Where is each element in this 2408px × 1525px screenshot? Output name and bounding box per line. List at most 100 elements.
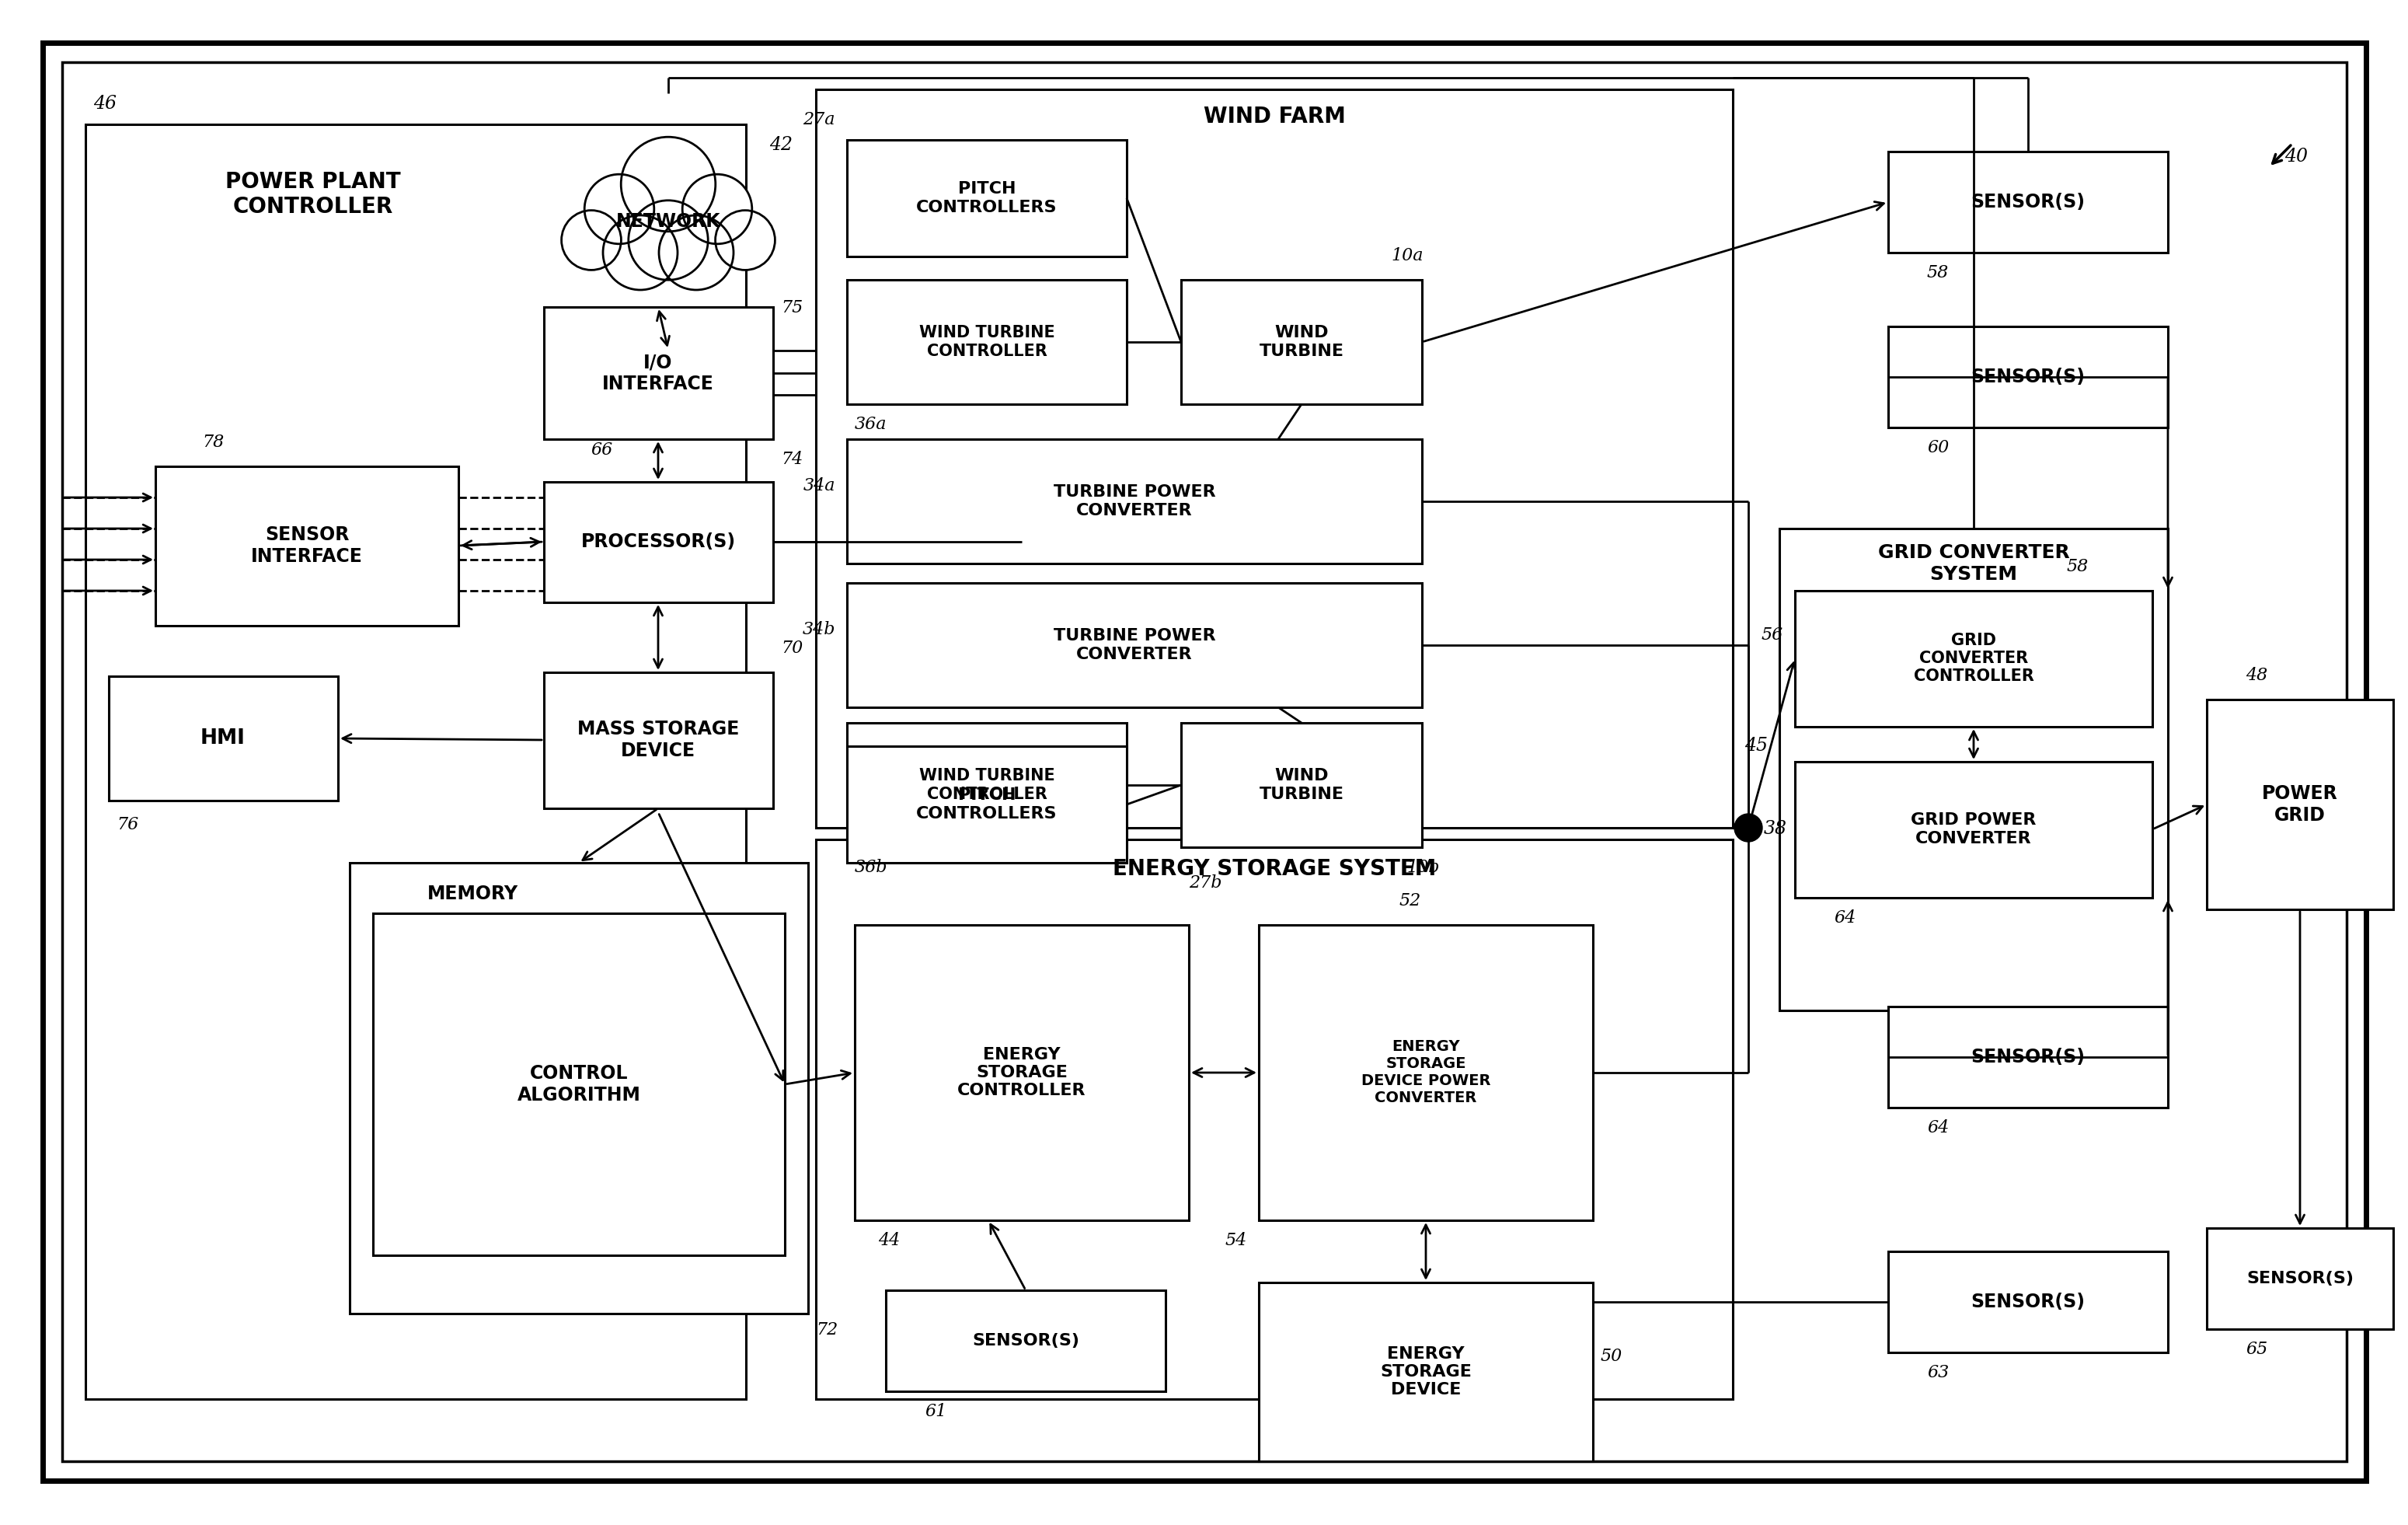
Text: TURBINE POWER
CONVERTER: TURBINE POWER CONVERTER: [1052, 628, 1216, 662]
Text: I/O
INTERFACE: I/O INTERFACE: [602, 352, 715, 393]
Text: WIND TURBINE
CONTROLLER: WIND TURBINE CONTROLLER: [920, 325, 1055, 358]
Text: WIND TURBINE
CONTROLLER: WIND TURBINE CONTROLLER: [920, 769, 1055, 802]
Text: GRID CONVERTER
SYSTEM: GRID CONVERTER SYSTEM: [1878, 543, 2068, 584]
Text: 48: 48: [2247, 666, 2268, 685]
Bar: [349, 863, 809, 1313]
Bar: [1794, 761, 2153, 898]
Text: 34a: 34a: [802, 477, 836, 494]
Text: SENSOR(S): SENSOR(S): [1970, 368, 2085, 386]
Text: 70: 70: [780, 639, 802, 657]
Bar: [544, 482, 773, 602]
Text: PITCH
CONTROLLERS: PITCH CONTROLLERS: [917, 181, 1057, 215]
Text: WIND FARM: WIND FARM: [1204, 105, 1346, 128]
Circle shape: [561, 210, 621, 270]
Text: 58: 58: [2066, 558, 2088, 575]
Text: 60: 60: [1926, 439, 1948, 456]
Circle shape: [585, 174, 655, 244]
Bar: [2206, 1228, 2394, 1330]
Text: GRID
CONVERTER
CONTROLLER: GRID CONVERTER CONTROLLER: [1914, 633, 2035, 685]
Text: 36b: 36b: [855, 859, 889, 875]
Text: 42: 42: [768, 136, 792, 154]
Text: 72: 72: [816, 1321, 838, 1339]
Bar: [1888, 1252, 2167, 1353]
Text: 76: 76: [116, 816, 140, 833]
Bar: [1888, 326, 2167, 427]
Text: SENSOR(S): SENSOR(S): [1970, 1293, 2085, 1312]
Text: 58: 58: [1926, 264, 1948, 282]
Circle shape: [715, 210, 775, 270]
Text: 64: 64: [1835, 909, 1857, 927]
Bar: [1180, 723, 1423, 848]
Text: WIND
TURBINE: WIND TURBINE: [1259, 769, 1344, 802]
Text: SENSOR
INTERFACE: SENSOR INTERFACE: [250, 526, 364, 566]
Text: ENERGY
STORAGE
CONTROLLER: ENERGY STORAGE CONTROLLER: [958, 1046, 1086, 1098]
Bar: [1259, 926, 1594, 1220]
Circle shape: [628, 200, 708, 281]
Circle shape: [1734, 814, 1763, 842]
Bar: [1888, 151, 2167, 253]
Text: 54: 54: [1226, 1232, 1247, 1249]
Text: WIND
TURBINE: WIND TURBINE: [1259, 325, 1344, 358]
Text: 38: 38: [1763, 820, 1787, 837]
Text: 27a: 27a: [802, 111, 836, 128]
Text: SENSOR(S): SENSOR(S): [2247, 1270, 2353, 1287]
Text: ENERGY STORAGE SYSTEM: ENERGY STORAGE SYSTEM: [1112, 859, 1435, 880]
Text: 75: 75: [780, 299, 802, 316]
Text: PITCH
CONTROLLERS: PITCH CONTROLLERS: [917, 788, 1057, 822]
Bar: [886, 1290, 1165, 1391]
Text: SENSOR(S): SENSOR(S): [973, 1333, 1079, 1348]
Bar: [1794, 590, 2153, 727]
Text: TURBINE POWER
CONVERTER: TURBINE POWER CONVERTER: [1052, 485, 1216, 518]
Text: 10b: 10b: [1406, 859, 1440, 875]
Bar: [1888, 1006, 2167, 1107]
Text: CONTROL
ALGORITHM: CONTROL ALGORITHM: [518, 1064, 641, 1104]
Text: 44: 44: [879, 1232, 901, 1249]
Text: ENERGY
STORAGE
DEVICE: ENERGY STORAGE DEVICE: [1380, 1347, 1471, 1398]
Text: 36a: 36a: [855, 416, 886, 433]
Text: ENERGY
STORAGE
DEVICE POWER
CONVERTER: ENERGY STORAGE DEVICE POWER CONVERTER: [1361, 1040, 1491, 1106]
Bar: [855, 926, 1190, 1220]
Text: PROCESSOR(S): PROCESSOR(S): [580, 532, 734, 551]
Circle shape: [602, 215, 677, 290]
Bar: [544, 307, 773, 439]
Text: NETWORK: NETWORK: [616, 212, 720, 230]
Text: 74: 74: [780, 451, 802, 468]
Text: 66: 66: [590, 442, 612, 459]
Bar: [157, 467, 458, 625]
Bar: [848, 746, 1127, 863]
Text: 46: 46: [94, 95, 116, 113]
Text: 52: 52: [1399, 892, 1421, 909]
Text: 61: 61: [925, 1403, 946, 1420]
Text: 34b: 34b: [802, 621, 836, 637]
Bar: [816, 90, 1734, 828]
Bar: [1780, 529, 2167, 1011]
Bar: [816, 839, 1734, 1398]
Text: 78: 78: [202, 433, 224, 451]
Bar: [1259, 1283, 1594, 1461]
Text: SENSOR(S): SENSOR(S): [1970, 192, 2085, 212]
Bar: [848, 140, 1127, 256]
Text: 50: 50: [1601, 1348, 1623, 1365]
Text: MASS STORAGE
DEVICE: MASS STORAGE DEVICE: [578, 720, 739, 759]
Bar: [373, 913, 785, 1255]
Bar: [84, 125, 746, 1398]
Text: 64: 64: [1926, 1119, 1948, 1136]
Bar: [848, 723, 1127, 848]
Text: 10a: 10a: [1392, 247, 1423, 264]
Bar: [1180, 279, 1423, 404]
Bar: [848, 583, 1423, 708]
Text: 65: 65: [2247, 1340, 2268, 1357]
Circle shape: [660, 215, 734, 290]
Text: SENSOR(S): SENSOR(S): [1970, 1048, 2085, 1066]
Text: 56: 56: [1760, 627, 1784, 644]
Text: 40: 40: [2285, 148, 2307, 166]
Text: POWER
GRID: POWER GRID: [2261, 784, 2338, 825]
Text: 27b: 27b: [1190, 874, 1221, 892]
Text: HMI: HMI: [200, 729, 246, 749]
Bar: [848, 439, 1423, 564]
Bar: [2206, 700, 2394, 909]
Text: 45: 45: [1743, 737, 1767, 755]
Text: POWER PLANT
CONTROLLER: POWER PLANT CONTROLLER: [226, 171, 400, 218]
Bar: [108, 676, 337, 801]
Text: GRID POWER
CONVERTER: GRID POWER CONVERTER: [1912, 813, 2037, 846]
